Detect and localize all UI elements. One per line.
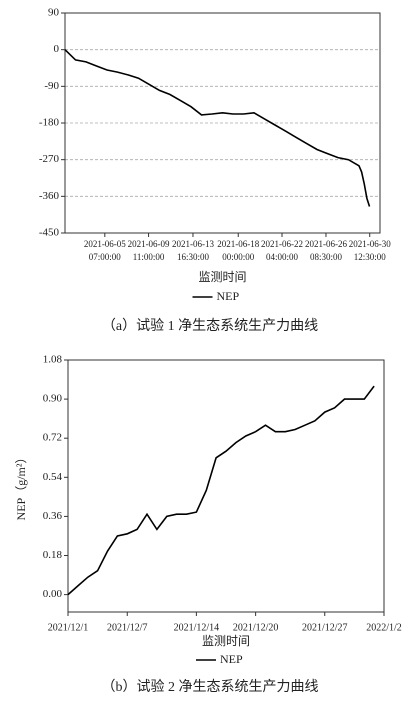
plot-frame [64, 12, 381, 234]
x-tick-label: 2021/12/1 [48, 622, 89, 633]
caption: （a）试验 1 净生态系统生产力曲线 [102, 318, 318, 334]
data-line [67, 385, 375, 596]
x-tick-label: 2021/12/14 [174, 622, 220, 633]
y-tick-label: -180 [39, 117, 60, 129]
x-tick-label: 2021-06-30 12:30:00 [349, 239, 391, 262]
x-axis-title: 监测时间 [198, 270, 246, 284]
y-tick-label: 0.72 [43, 432, 62, 444]
x-tick-label: 2021/12/7 [107, 622, 148, 633]
plot-frame [67, 359, 385, 613]
caption: （b）试验 2 净生态系统生产力曲线 [102, 679, 319, 695]
y-tick-label: 0.36 [43, 510, 63, 522]
y-tick-label: -90 [44, 80, 59, 92]
y-tick-label: 0.90 [43, 393, 63, 405]
x-tick-label: 2021-06-26 08:30:00 [305, 239, 347, 262]
x-tick-label: 2021-06-09 11:00:00 [128, 239, 170, 262]
y-tick-label: -270 [39, 153, 60, 165]
x-tick-label: 2021/12/20 [233, 622, 279, 633]
x-tick-label: 2021/12/27 [302, 622, 348, 633]
y-tick-label: 0.00 [43, 588, 63, 600]
y-tick-label: -360 [39, 190, 60, 202]
x-tick-label: 2021-06-18 00:00:00 [217, 239, 259, 262]
x-tick-label: 2021-06-13 16:30:00 [172, 239, 214, 262]
x-tick-label: 2021-06-05 07:00:00 [84, 239, 126, 262]
y-axis-title: NEP（g/m²） [14, 452, 28, 521]
x-tick-label: 2021-06-22 04:00:00 [261, 239, 303, 262]
y-tick-label: 1.08 [43, 354, 63, 366]
legend-label: NEP [217, 289, 240, 303]
y-tick-label: 0 [54, 43, 60, 55]
y-tick-label: -450 [39, 227, 60, 239]
data-line [64, 49, 371, 207]
x-axis-title: 监测时间 [202, 634, 250, 648]
y-tick-label: 90 [48, 7, 60, 19]
y-tick-label: 0.18 [43, 549, 63, 561]
legend-label: NEP [220, 652, 243, 666]
y-tick-label: 0.54 [43, 471, 63, 483]
x-tick-label: 2022/1/2 [366, 622, 402, 633]
